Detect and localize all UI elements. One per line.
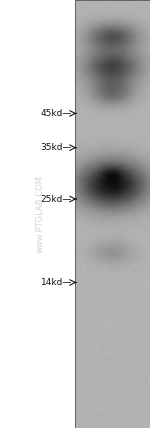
- Text: www.PTGLAB.COM: www.PTGLAB.COM: [36, 175, 45, 253]
- Text: 45kd—: 45kd—: [41, 109, 72, 118]
- Text: 14kd—: 14kd—: [41, 278, 72, 287]
- Bar: [75, 0, 150, 428]
- Text: 35kd—: 35kd—: [40, 143, 72, 152]
- Text: 25kd—: 25kd—: [41, 194, 72, 204]
